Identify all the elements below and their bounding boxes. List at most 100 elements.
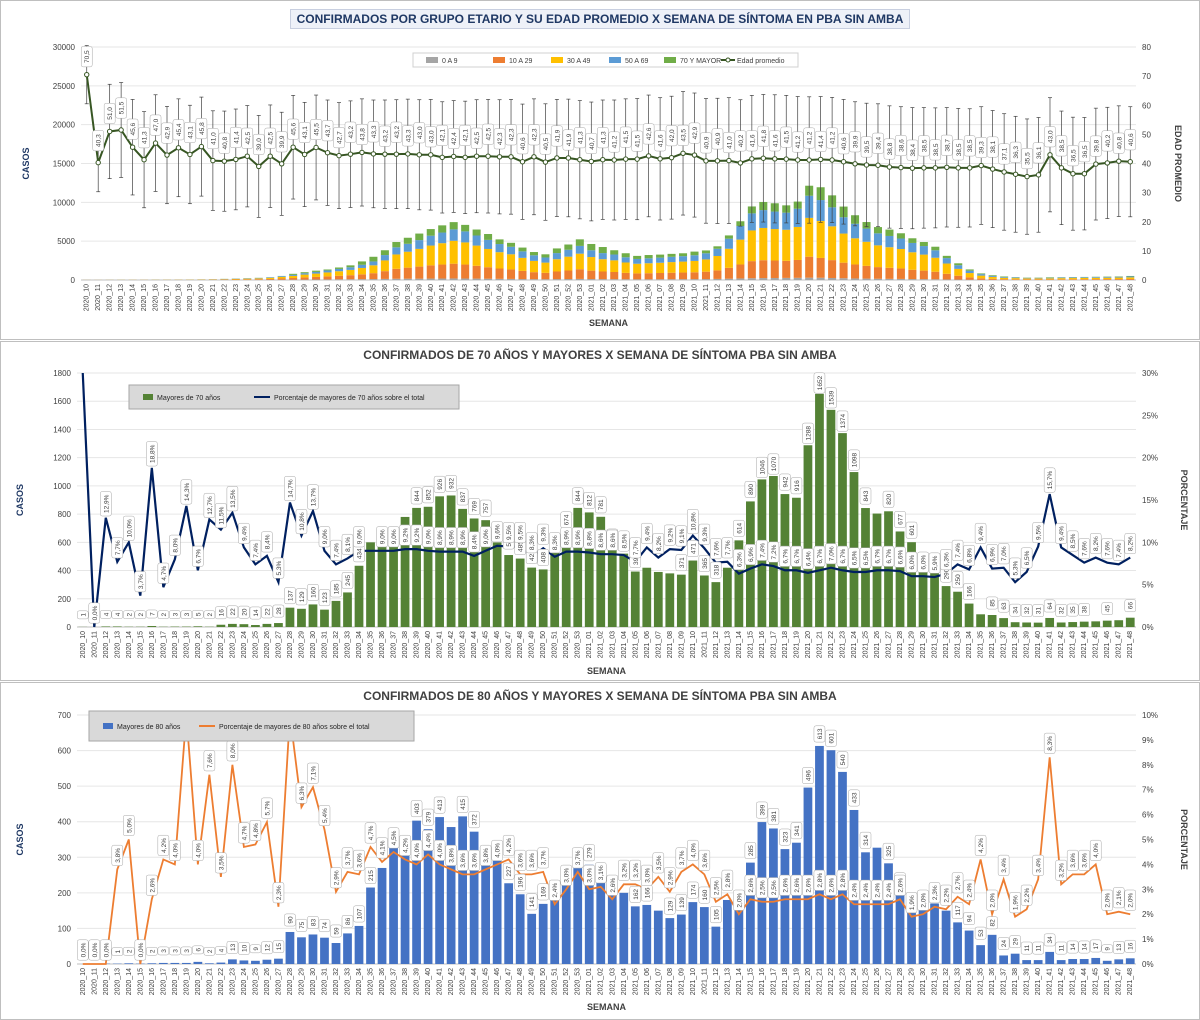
percentage-label: 6,8%: [964, 545, 975, 565]
svg-text:40,6: 40,6: [520, 137, 527, 150]
bar: [424, 507, 433, 627]
bar-value-label: 415: [457, 796, 468, 812]
avg-age-point: [222, 159, 226, 163]
svg-text:45,8: 45,8: [199, 122, 206, 135]
x-tick-label: 2021_28: [898, 284, 905, 311]
svg-text:6,9%: 6,9%: [748, 547, 755, 562]
x-tick-label: 2021_25: [862, 631, 869, 658]
bar-value-label: 1539: [825, 388, 836, 408]
bar-segment: [736, 240, 744, 265]
svg-text:42,5: 42,5: [474, 132, 481, 145]
x-tick-label: 2021_05: [634, 284, 641, 311]
svg-text:40,2: 40,2: [1105, 134, 1112, 147]
percentage-label: 6,3%: [941, 549, 952, 569]
bar-segment: [748, 261, 756, 278]
percentage-label: 1,9%: [906, 892, 917, 912]
svg-text:43,5: 43,5: [681, 129, 688, 142]
bar: [159, 963, 168, 964]
bar-segment: [863, 229, 871, 242]
x-tick-label: 2021_01: [588, 284, 595, 311]
x-tick-label: 2021_27: [886, 631, 893, 658]
bar-segment: [989, 279, 997, 280]
bar-segment: [943, 256, 951, 258]
bar-segment: [1023, 279, 1031, 280]
percentage-label: 7,4%: [250, 540, 261, 560]
avg-age-label: 40,6: [838, 134, 849, 154]
x-tick-label: 2020_16: [153, 284, 160, 311]
bar-segment: [1080, 279, 1088, 280]
legend-marker: [726, 58, 730, 62]
bar-segment: [461, 279, 469, 280]
svg-text:4,7%: 4,7%: [368, 825, 375, 840]
bar-segment: [473, 230, 481, 236]
bar-value-label: 372: [469, 812, 480, 828]
x-tick-label: 2020_29: [302, 284, 309, 311]
percentage-label: 4,0%: [411, 840, 422, 860]
x-tick-label: 2020_28: [290, 284, 297, 311]
svg-text:2: 2: [126, 949, 133, 953]
percentage-label: 2,6%: [825, 875, 836, 895]
bar-value-label: 1374: [837, 411, 848, 431]
bar-segment: [278, 276, 286, 277]
svg-text:41,6: 41,6: [749, 134, 756, 147]
svg-text:3,6%: 3,6%: [1082, 853, 1089, 868]
y-tick-label-left: 200: [58, 595, 72, 604]
x-tick-label: 2021_41: [1047, 631, 1054, 658]
bar-segment: [794, 227, 802, 260]
bar-value-label: 196: [515, 874, 526, 890]
x-tick-label: 2021_12: [713, 968, 720, 995]
svg-text:42,3: 42,3: [497, 132, 504, 145]
x-tick-label: 2020_44: [471, 968, 478, 995]
bar-segment: [702, 279, 710, 280]
bar-segment: [633, 273, 641, 279]
bar-segment: [1046, 279, 1054, 280]
percentage-label: 4,2%: [400, 835, 411, 855]
svg-text:41,2: 41,2: [807, 131, 814, 144]
svg-text:6,4%: 6,4%: [805, 551, 812, 566]
bar-value-label: 285: [745, 842, 756, 858]
x-tick-label: 2021_42: [1058, 968, 1065, 995]
bar-value-label: 250: [952, 572, 963, 588]
x-tick-label: 2020_33: [345, 968, 352, 995]
bar: [688, 902, 697, 964]
percentage-label: 3,4%: [998, 855, 1009, 875]
bar: [297, 609, 306, 627]
bar: [573, 508, 582, 627]
avg-age-label: 36,5: [1067, 145, 1078, 165]
bar: [654, 911, 663, 964]
svg-text:6,0%: 6,0%: [921, 555, 928, 570]
x-tick-label: 2020_53: [575, 631, 582, 658]
avg-age-label: 40,5: [540, 134, 551, 154]
svg-text:4,0%: 4,0%: [195, 843, 202, 858]
percentage-label: 6,7%: [791, 546, 802, 566]
bar: [608, 549, 617, 627]
avg-age-label: 38,5: [918, 136, 929, 156]
svg-text:2,9%: 2,9%: [667, 870, 674, 885]
avg-age-label: 43,5: [678, 125, 689, 145]
bar-segment: [358, 279, 366, 280]
bar: [1057, 622, 1066, 627]
svg-text:2,2%: 2,2%: [944, 888, 951, 903]
x-tick-label: 2021_22: [828, 631, 835, 658]
bar-value-label: 66: [1125, 600, 1136, 612]
svg-text:1539: 1539: [828, 390, 835, 405]
svg-text:1098: 1098: [851, 452, 858, 467]
percentage-label: 8,5%: [618, 531, 629, 551]
percentage-label: 8,4%: [469, 532, 480, 552]
bar-segment: [599, 253, 607, 259]
percentage-label: 2,8%: [722, 870, 733, 890]
bar-segment: [885, 230, 893, 236]
svg-text:14,3%: 14,3%: [184, 482, 191, 501]
x-tick-label: 2021_12: [713, 631, 720, 658]
svg-text:36,5: 36,5: [1070, 149, 1077, 162]
svg-text:40,7: 40,7: [589, 137, 596, 150]
svg-text:323: 323: [782, 831, 789, 842]
x-tick-label: 2020_46: [497, 284, 504, 311]
bar-value-label: 22: [227, 606, 238, 618]
x-tick-label: 2021_35: [978, 284, 985, 311]
x-tick-label: 2021_41: [1047, 968, 1054, 995]
bar: [378, 540, 387, 627]
x-tick-label: 2021_38: [1012, 631, 1019, 658]
bar-value-label: 1288: [802, 423, 813, 443]
svg-text:2: 2: [161, 613, 168, 617]
